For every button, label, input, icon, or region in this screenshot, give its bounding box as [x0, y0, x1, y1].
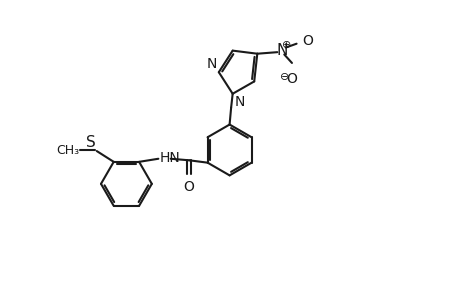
Text: N: N: [235, 95, 245, 109]
Text: O: O: [301, 34, 312, 48]
Text: ⊖: ⊖: [279, 72, 288, 82]
Text: CH₃: CH₃: [56, 144, 79, 157]
Text: O: O: [285, 72, 296, 86]
Text: ⊕: ⊕: [281, 40, 291, 50]
Text: N: N: [276, 43, 287, 58]
Text: S: S: [86, 135, 96, 150]
Text: HN: HN: [160, 151, 180, 165]
Text: N: N: [207, 57, 217, 70]
Text: O: O: [183, 180, 194, 194]
